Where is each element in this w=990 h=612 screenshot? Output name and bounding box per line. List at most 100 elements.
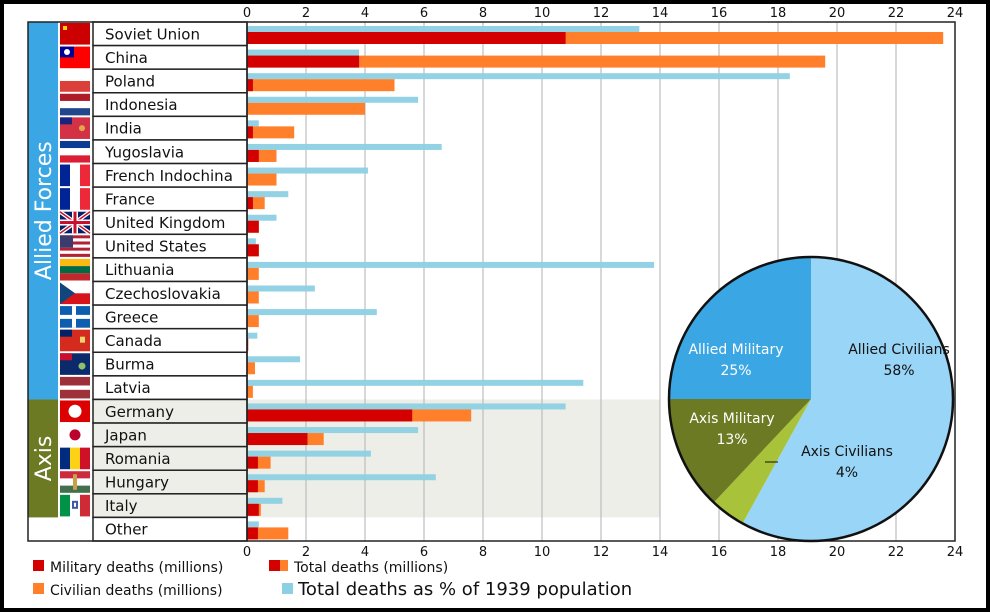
- x-tick-label-top: 0: [243, 6, 251, 21]
- flag-part: [60, 494, 70, 517]
- romania-flag: [60, 447, 90, 470]
- pie-percent: 13%: [716, 432, 747, 448]
- flag-part: [60, 293, 90, 305]
- flag-part: [60, 23, 90, 45]
- bar-percent-population: [247, 214, 277, 221]
- flag-part: [80, 336, 85, 343]
- china-flag: [60, 46, 90, 69]
- latvia-flag: [60, 376, 90, 399]
- flag-part: [60, 389, 90, 399]
- bar-military-deaths: [247, 527, 258, 540]
- bar-percent-population: [247, 191, 289, 198]
- bar-percent-population: [247, 497, 283, 504]
- group-band-allied: [28, 22, 58, 400]
- bar-total-deaths: [247, 102, 365, 115]
- flag-part: [60, 100, 90, 109]
- flag-part: [60, 188, 70, 210]
- flag-part: [73, 474, 77, 490]
- flag-part: [60, 244, 90, 248]
- flag-part: [60, 385, 90, 390]
- flag-part: [64, 48, 70, 55]
- bar-military-deaths: [247, 32, 566, 44]
- canada-flag: [60, 329, 90, 352]
- category-label: Soviet Union: [105, 25, 200, 43]
- pie-slice-axis-military: [669, 399, 811, 503]
- category-label: United Kingdom: [105, 214, 225, 232]
- bar-percent-population: [247, 379, 584, 386]
- pie-slice-allied-civilians: [742, 257, 954, 541]
- flag-part: [68, 404, 82, 418]
- x-tick-label-bottom: 4: [361, 545, 369, 560]
- pie-label: Allied Civilians: [848, 342, 950, 358]
- x-tick-label-top: 12: [593, 6, 610, 21]
- bar-total-deaths: [247, 267, 259, 280]
- bar-percent-population: [247, 120, 259, 127]
- pie-label: Axis Military: [689, 411, 774, 427]
- bar-percent-population: [247, 73, 790, 80]
- bar-military-deaths: [247, 433, 308, 446]
- czechoslovakia-flag: [60, 282, 90, 305]
- flag-part: [60, 376, 90, 386]
- bar-layer: [247, 26, 944, 540]
- pie-label: Axis Civilians: [801, 444, 893, 460]
- flag-part: [60, 235, 73, 248]
- x-tick-label-top: 10: [534, 6, 551, 21]
- flag-part: [69, 429, 81, 441]
- greece-flag: [60, 306, 90, 328]
- flag-part: [60, 164, 70, 187]
- flag-part: [60, 353, 72, 361]
- category-label: Other: [105, 521, 148, 539]
- flag-part: [60, 250, 90, 254]
- flag-part: [70, 188, 80, 210]
- category-label: United States: [105, 238, 207, 256]
- flag-part: [60, 155, 90, 163]
- category-label: Poland: [105, 72, 155, 90]
- pie-outline: [667, 255, 955, 543]
- bar-percent-population: [247, 403, 566, 410]
- legend-swatch-total-military: [269, 560, 280, 571]
- flag-part: [74, 502, 76, 507]
- bar-percent-population: [247, 427, 419, 434]
- x-tick-label-top: 8: [479, 6, 487, 21]
- category-label: Yugoslavia: [104, 143, 184, 161]
- bar-percent-population: [247, 238, 256, 245]
- flag-part: [80, 188, 90, 210]
- flag-part: [70, 447, 80, 470]
- legend-label-civilian: Civilian deaths (millions): [50, 583, 223, 599]
- x-tick-label-bottom: 14: [652, 545, 669, 560]
- united-kingdom-flag: [58, 210, 92, 235]
- pie-chart: Allied Civilians 58% Axis Civilians 4% Axis …: [667, 255, 955, 543]
- x-tick-label-bottom: 16: [711, 545, 728, 560]
- pie-slice-axis-civilians: [713, 399, 811, 524]
- legend-swatch-civilian: [33, 583, 44, 594]
- flag-part: [80, 164, 90, 187]
- bar-percent-population: [247, 521, 259, 528]
- flag-part: [60, 273, 90, 281]
- x-tick-label-top: 2: [302, 6, 310, 21]
- chart-frame: [27, 21, 956, 542]
- bar-percent-population: [247, 49, 360, 56]
- category-label: French Indochina: [105, 167, 233, 185]
- bar-percent-population: [247, 332, 258, 339]
- pie-percent: 58%: [883, 363, 914, 379]
- x-tick-label-top: 20: [829, 6, 846, 21]
- x-tick-label-top: 22: [888, 6, 905, 21]
- bar-total-deaths: [247, 55, 826, 68]
- x-tick-label-bottom: 10: [534, 545, 551, 560]
- x-tick-label-bottom: 22: [888, 545, 905, 560]
- flag-part: [60, 282, 90, 294]
- united-states-flag: [60, 235, 90, 257]
- x-tick-label-top: 24: [947, 6, 964, 21]
- ww2-casualties-chart: Allied Forces Axis Soviet Union China Poland…: [27, 6, 964, 600]
- lithuania-flag: [60, 258, 90, 281]
- bar-military-deaths: [247, 503, 259, 516]
- bar-military-deaths: [247, 126, 253, 139]
- bar-military-deaths: [247, 220, 259, 233]
- flag-part: [60, 247, 90, 251]
- bar-military-deaths: [247, 149, 259, 162]
- flag-part: [78, 362, 86, 370]
- x-tick-label-top: 16: [711, 6, 728, 21]
- flag-part: [60, 70, 90, 81]
- germany-flag: [60, 400, 90, 423]
- category-label: Indonesia: [105, 96, 178, 114]
